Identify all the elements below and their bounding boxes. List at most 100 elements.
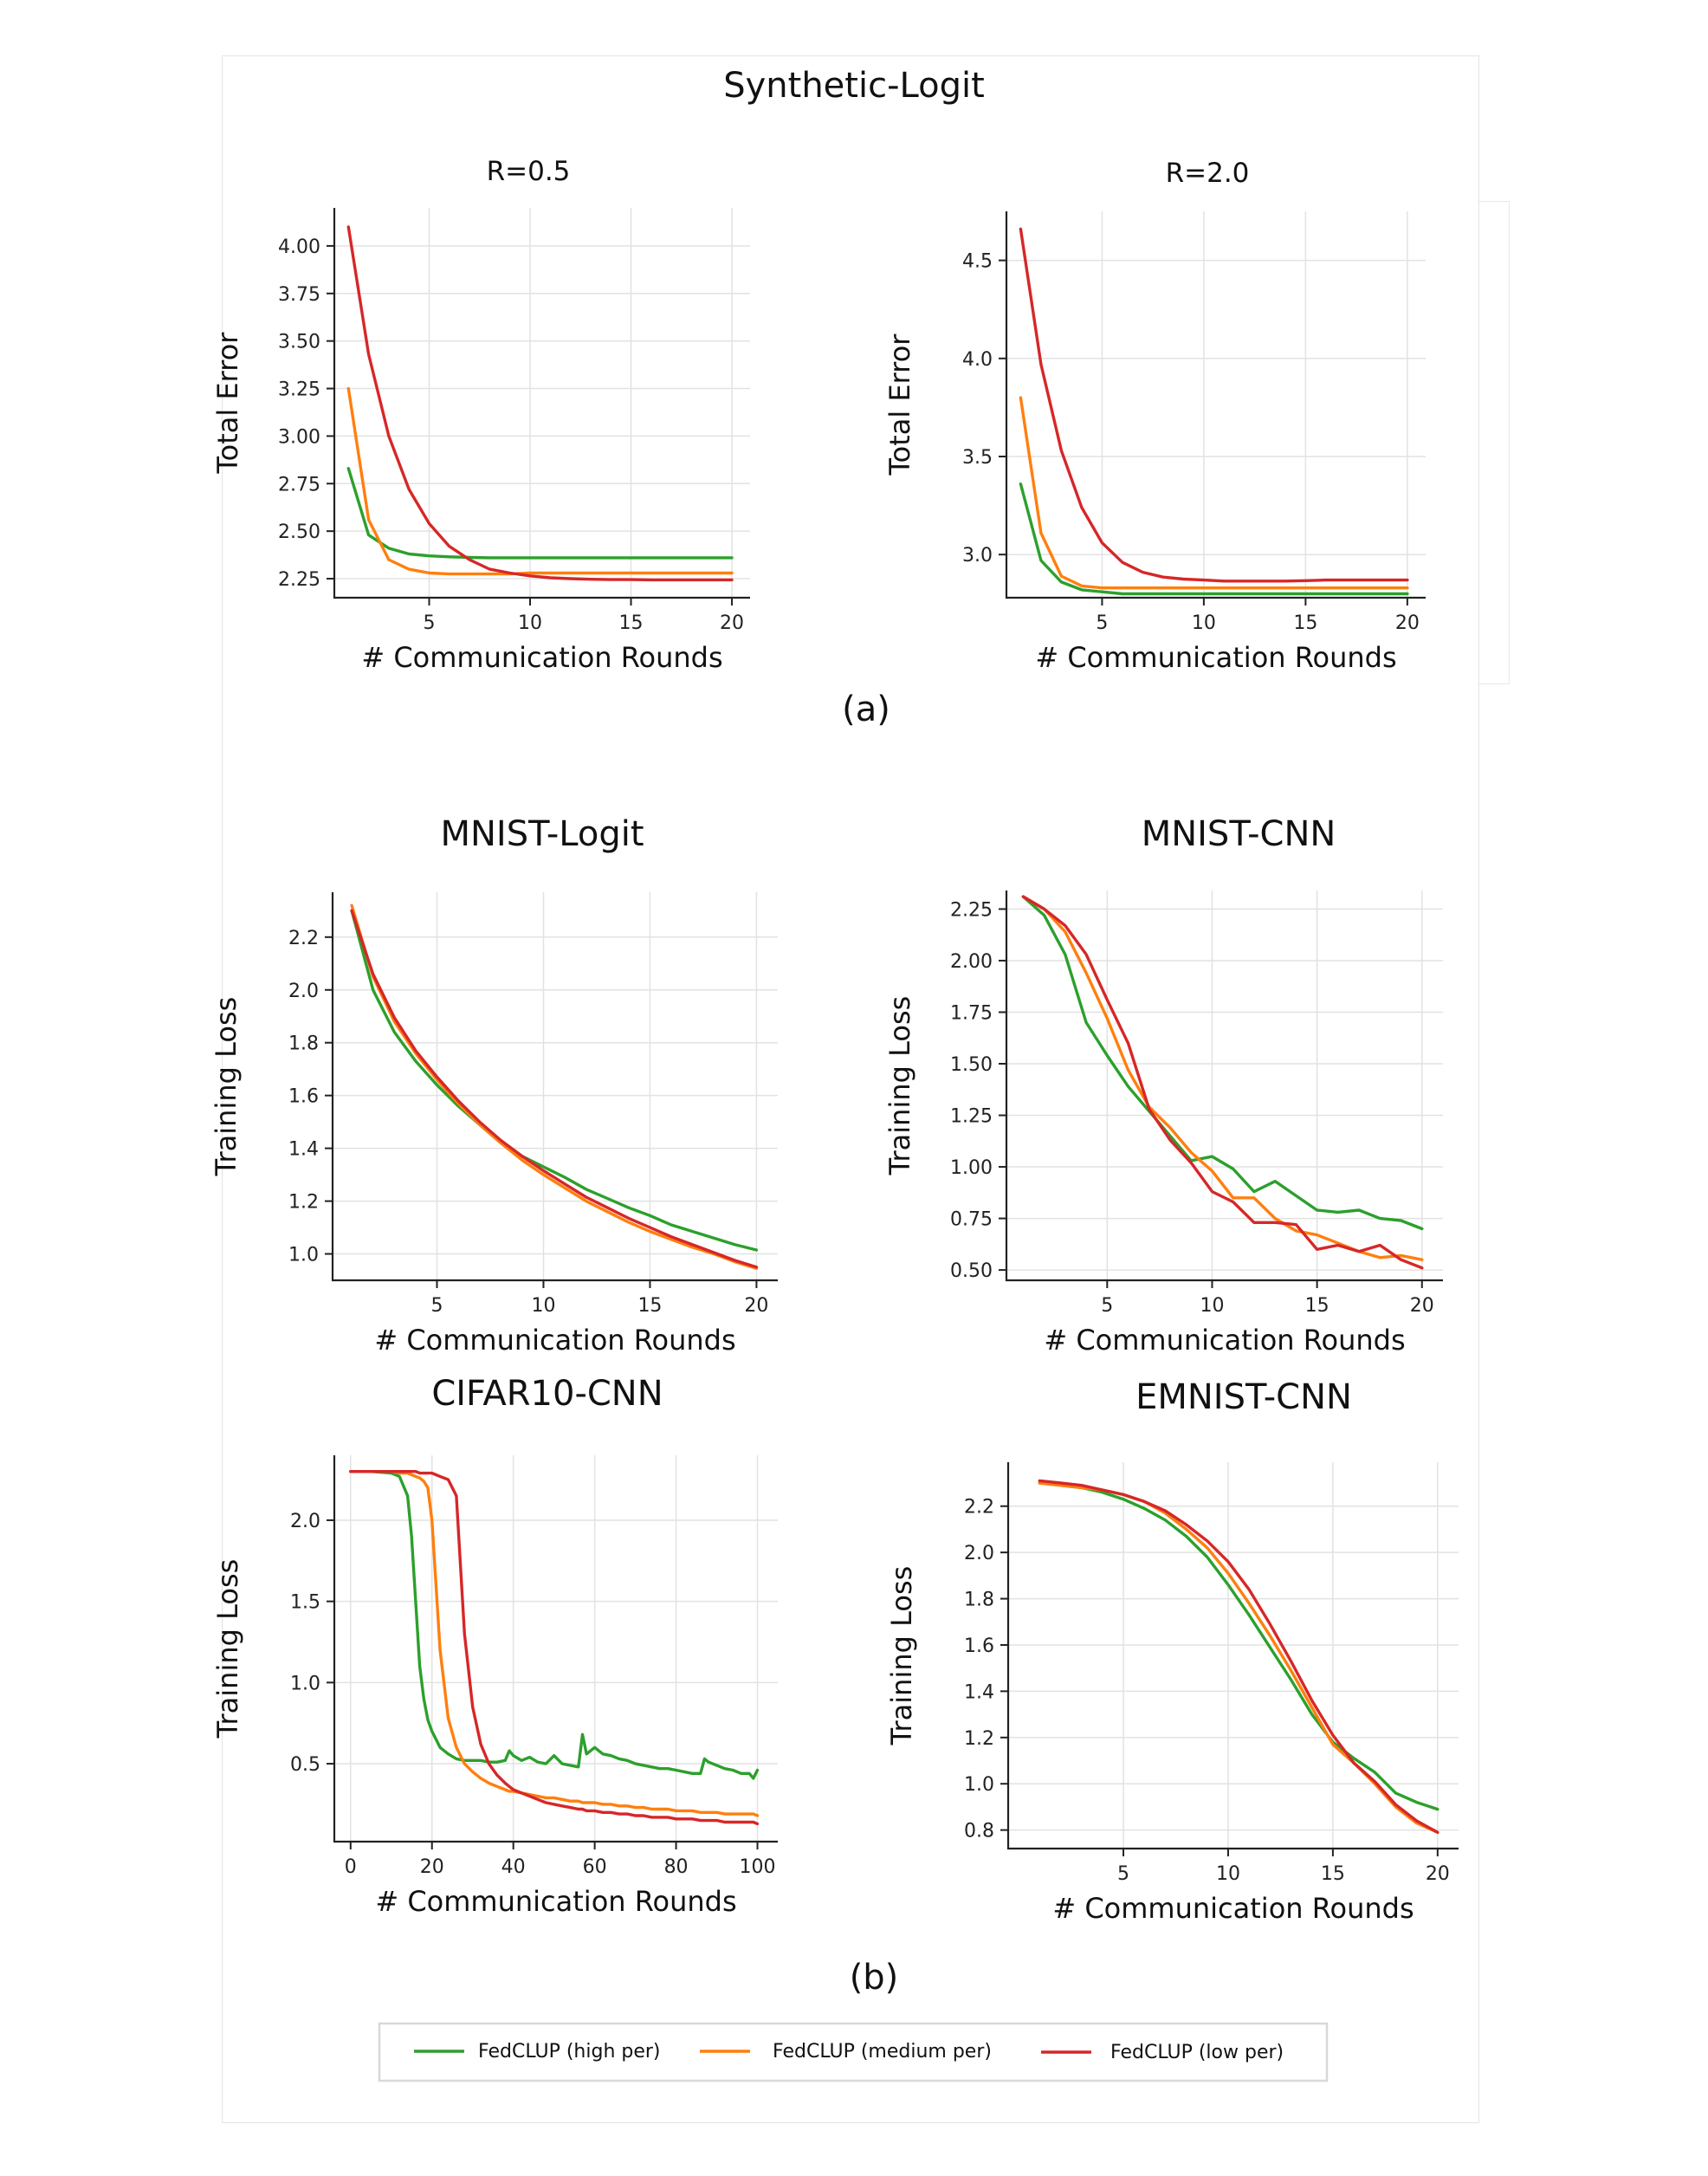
axes-spine [1006, 1462, 1459, 1850]
chart-r20: 5 10 15 20 3.0 3.5 4.0 4.5 # Communication Round… [883, 158, 1426, 674]
x-tick-label: 5 [1101, 1295, 1113, 1317]
y-tick-label: 2.2 [288, 928, 319, 949]
y-tick-label: 2.0 [964, 1543, 994, 1564]
chart-title: R=0.5 [487, 156, 571, 187]
y-tick-label: 1.25 [950, 1106, 993, 1128]
y-tick-label: 1.0 [288, 1245, 319, 1266]
y-tick-label: 1.2 [288, 1192, 319, 1214]
x-tick-label: 20 [420, 1856, 444, 1878]
chart-mnist_logit: 5 10 15 20 1.0 1.2 1.4 1.6 1.8 2.0 2.2 # Communicat… [210, 814, 778, 1357]
chart-title: R=2.0 [1166, 158, 1250, 189]
legend-label-high: FedCLUP (high per) [478, 2041, 661, 2063]
series-line-high-mnist_logit [350, 909, 759, 1252]
x-axis-label: # Communication Rounds [1044, 1324, 1405, 1357]
x-tick-label: 10 [518, 612, 542, 634]
y-tick-label: 1.8 [964, 1590, 994, 1611]
x-axis-label: # Communication Rounds [1035, 641, 1396, 674]
y-axis-label: Total Error [883, 334, 916, 476]
y-tick-label: 1.0 [964, 1774, 994, 1796]
series-line-medium-r05 [346, 386, 734, 576]
chart-title: MNIST-CNN [1142, 814, 1336, 854]
x-tick-label: 5 [431, 1295, 443, 1317]
chart-title: EMNIST-CNN [1135, 1377, 1352, 1417]
axes-spine [1005, 890, 1443, 1282]
y-axis-label: Total Error [211, 332, 244, 475]
x-tick-label: 80 [664, 1856, 689, 1878]
axes-spine [331, 892, 778, 1282]
x-tick-label: 15 [637, 1295, 662, 1317]
series-line-low-r20 [1019, 227, 1409, 583]
series-line-high-mnist_cnn [1021, 895, 1424, 1231]
y-tick-label: 0.5 [290, 1754, 320, 1776]
x-tick-label: 15 [1293, 612, 1317, 634]
y-axis-label: Training Loss [883, 996, 916, 1176]
chart-emnist_cnn: 5 10 15 20 0.8 1.0 1.2 1.4 1.6 1.8 2.0 2.2 # Communi… [885, 1377, 1459, 1925]
x-tick-label: 20 [720, 612, 744, 634]
y-tick-label: 1.00 [950, 1157, 993, 1179]
y-tick-label: 2.0 [290, 1511, 320, 1532]
chart-r05: 5 10 15 20 2.25 2.50 2.75 3.00 3.25 3.50 3.75 4.00 #… [211, 156, 750, 674]
legend-item-low: FedCLUP (low per) [1041, 2042, 1284, 2063]
chart-title: MNIST-Logit [440, 814, 644, 854]
axes-spine [333, 1455, 778, 1843]
x-tick-label: 10 [1200, 1295, 1224, 1317]
series-line-medium-emnist_cnn [1038, 1481, 1440, 1835]
x-tick-label: 20 [1426, 1863, 1450, 1885]
x-tick-label: 15 [1321, 1863, 1345, 1885]
legend-label-medium: FedCLUP (medium per) [773, 2041, 992, 2063]
y-tick-label: 3.00 [278, 426, 320, 448]
x-tick-label: 20 [1395, 612, 1420, 634]
chart-title: CIFAR10-CNN [431, 1374, 663, 1414]
legend-item-high: FedCLUP (high per) [414, 2041, 661, 2063]
legend: FedCLUP (high per) FedCLUP (medium per) … [378, 2022, 1329, 2082]
y-tick-label: 2.25 [950, 899, 993, 921]
figure-frame [222, 55, 1479, 2123]
x-tick-label: 100 [740, 1856, 776, 1878]
y-tick-label: 1.6 [288, 1086, 319, 1108]
series-line-low-mnist_cnn [1021, 895, 1424, 1270]
y-tick-label: 1.6 [964, 1635, 994, 1657]
x-tick-label: 40 [501, 1856, 526, 1878]
legend-item-medium: FedCLUP (medium per) [700, 2041, 992, 2063]
x-axis-label: # Communication Rounds [374, 1324, 735, 1357]
y-tick-label: 4.5 [962, 251, 993, 273]
y-tick-label: 0.8 [964, 1821, 994, 1842]
x-tick-label: 5 [424, 612, 436, 634]
figure-title: Synthetic-Logit [723, 66, 985, 106]
series-line-low-cifar10_cnn [349, 1469, 760, 1826]
chart-mnist_cnn: 5 10 15 20 0.50 0.75 1.00 1.25 1.50 1.75 2.00 2.25 #… [883, 814, 1443, 1357]
y-tick-label: 0.50 [950, 1260, 993, 1282]
series-line-high-emnist_cnn [1038, 1481, 1440, 1811]
series-line-high-r05 [346, 467, 734, 560]
series-line-medium-cifar10_cnn [349, 1469, 760, 1817]
series-line-low-emnist_cnn [1038, 1479, 1440, 1835]
x-tick-label: 5 [1117, 1863, 1129, 1885]
y-axis-label: Training Loss [211, 1559, 244, 1739]
x-tick-label: 20 [744, 1295, 768, 1317]
y-tick-label: 2.2 [964, 1497, 994, 1519]
y-tick-label: 3.0 [962, 545, 993, 567]
x-tick-label: 60 [583, 1856, 607, 1878]
series-line-low-r05 [346, 225, 734, 582]
x-axis-label: # Communication Rounds [375, 1885, 736, 1918]
y-tick-label: 4.0 [962, 349, 993, 371]
y-tick-label: 1.5 [290, 1592, 320, 1614]
legend-box [378, 2022, 1329, 2082]
panel-label-a: (a) [842, 690, 890, 729]
x-tick-label: 0 [345, 1856, 357, 1878]
x-axis-label: # Communication Rounds [1052, 1892, 1414, 1925]
y-tick-label: 1.0 [290, 1673, 320, 1694]
y-tick-label: 3.75 [278, 284, 320, 306]
panel-label-b: (b) [850, 1958, 899, 1998]
y-tick-label: 1.75 [950, 1002, 993, 1024]
series-line-high-r20 [1019, 482, 1409, 596]
y-tick-label: 1.50 [950, 1054, 993, 1076]
axes-spine [333, 208, 750, 599]
legend-label-low: FedCLUP (low per) [1110, 2042, 1284, 2063]
y-tick-label: 2.0 [288, 981, 319, 1002]
series-line-medium-mnist_logit [350, 903, 759, 1271]
y-tick-label: 1.4 [964, 1681, 994, 1703]
x-axis-label: # Communication Rounds [361, 641, 722, 674]
y-tick-label: 1.2 [964, 1728, 994, 1750]
